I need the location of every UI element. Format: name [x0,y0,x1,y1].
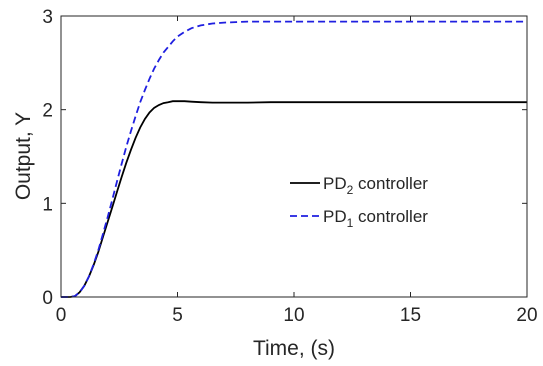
x-tick-label: 15 [400,305,421,326]
x-tick-label: 0 [56,305,67,326]
tick-layer: 0 5 10 15 20 0 1 2 3 [42,7,537,326]
plot-area [61,16,527,297]
x-tick-label: 20 [516,305,537,326]
legend-label-tail: controller [353,174,428,193]
legend-label-tail: controller [353,207,428,226]
y-tick-label: 1 [42,194,53,215]
legend-entry-pd1: PD1 controller [290,207,428,230]
x-axis-title: Time, (s) [253,337,335,360]
legend-label: PD2 controller [323,174,428,197]
legend-entry-pd2: PD2 controller [290,174,428,197]
legend-label-base: PD [323,207,347,226]
y-tick-label: 3 [42,7,53,28]
x-tick-label: 10 [283,305,304,326]
legend-label-base: PD [323,174,347,193]
series-layer [61,20,527,298]
x-tick-label: 5 [172,305,183,326]
legend-label: PD1 controller [323,207,428,230]
legend-label-subscript: 1 [347,216,354,230]
y-tick-label: 2 [42,101,53,122]
series-line-pd1 [61,20,527,298]
y-axis-title: Output, Y [12,112,35,200]
legend-label-subscript: 2 [347,183,354,197]
y-tick-label: 0 [42,288,53,309]
